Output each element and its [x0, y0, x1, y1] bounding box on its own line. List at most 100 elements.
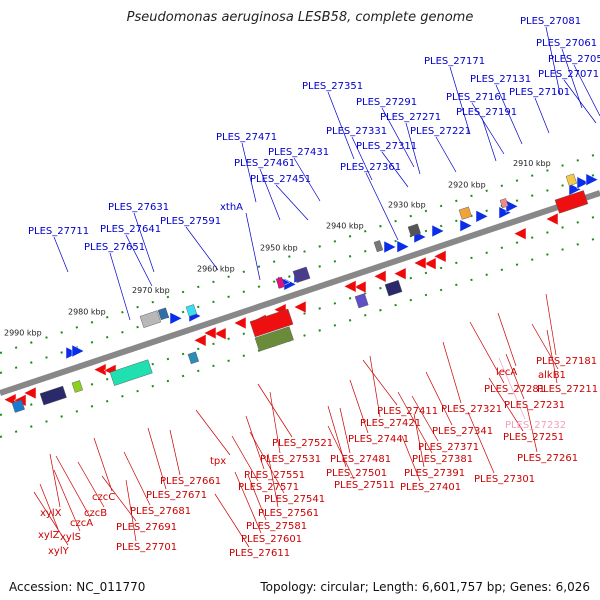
reverse-gene-label: PLES_27521 [272, 438, 333, 449]
reverse-label-leader [55, 455, 91, 518]
reverse-label-leader [123, 451, 151, 506]
reverse-label-leader [195, 409, 231, 456]
forward-label-leader [381, 151, 409, 188]
forward-gene-arrow [585, 173, 599, 187]
forward-label-leader [545, 26, 561, 95]
reverse-gene-label: PLES_27551 [244, 470, 305, 481]
reverse-label-leader [257, 383, 293, 438]
forward-gene-arrow [169, 311, 183, 325]
forward-label-leader [365, 172, 399, 241]
reverse-gene-label: PLES_27531 [260, 454, 321, 465]
reverse-label-leader [425, 371, 453, 426]
reverse-label-leader [498, 357, 526, 420]
forward-gene-arrow [383, 240, 397, 254]
reverse-gene-label: PLES_27281 [484, 384, 545, 395]
forward-label-leader [185, 226, 219, 271]
reverse-label-leader [505, 353, 525, 400]
forward-gene-arrow [396, 240, 410, 254]
forward-gene-arrow [459, 219, 473, 233]
scale-tick-label: 2950 kbp [260, 243, 298, 252]
reverse-gene-label: PLES_27691 [116, 522, 177, 533]
reverse-label-leader [169, 429, 181, 476]
forward-gene-label: PLES_27071 [538, 69, 599, 80]
reverse-gene-arrow [393, 267, 407, 281]
reverse-gene-block [554, 190, 589, 214]
reverse-gene-label: PLES_27371 [418, 442, 479, 453]
forward-gene-label: PLES_27331 [326, 126, 387, 137]
reverse-label-leader [531, 323, 559, 370]
reverse-gene-label: xylY [48, 546, 70, 557]
forward-label-leader [435, 136, 457, 173]
forward-gene-label: PLES_27641 [100, 224, 161, 235]
reverse-gene-block [187, 351, 200, 365]
reverse-gene-block [11, 399, 25, 413]
forward-gene-label: PLES_27221 [410, 126, 471, 137]
reverse-gene-arrow [293, 300, 307, 314]
forward-gene-label: PLES_27171 [424, 56, 485, 67]
reverse-gene-arrow [203, 326, 217, 340]
reverse-label-leader [93, 437, 113, 492]
map-title: Pseudomonas aeruginosa LESB58, complete … [126, 10, 474, 25]
reverse-gene-label: xylZ [38, 530, 60, 541]
forward-label-leader [351, 136, 373, 181]
reverse-gene-label: PLES_27561 [258, 508, 319, 519]
reverse-gene-label: czcB [84, 508, 107, 519]
reverse-gene-block [249, 308, 294, 338]
reverse-gene-label: PLES_27421 [360, 418, 421, 429]
reverse-gene-block [354, 293, 369, 309]
reverse-gene-label: PLES_27671 [146, 490, 207, 501]
reverse-gene-label: PLES_27661 [160, 476, 221, 487]
reverse-gene-label: PLES_27481 [330, 454, 391, 465]
forward-gene-label: PLES_27081 [520, 16, 581, 27]
forward-gene-block [373, 240, 384, 253]
reverse-gene-arrow [23, 386, 37, 400]
reverse-label-leader [339, 407, 351, 454]
reverse-label-leader [49, 453, 61, 508]
reverse-gene-label: PLES_27321 [441, 404, 502, 415]
reverse-label-leader [349, 379, 369, 434]
forward-label-leader [563, 79, 597, 124]
reverse-gene-label: lecA [496, 367, 517, 378]
reverse-label-leader [231, 435, 259, 482]
reverse-label-leader [497, 312, 517, 367]
forward-label-leader [327, 91, 355, 160]
forward-gene-block [292, 266, 311, 283]
reverse-gene-label: PLES_27381 [412, 454, 473, 465]
reverse-gene-label: xylX [40, 508, 62, 519]
forward-gene-label: PLES_27461 [234, 158, 295, 169]
reverse-label-leader [545, 293, 557, 356]
forward-label-leader [534, 97, 550, 134]
forward-label-leader [573, 64, 600, 117]
accession-text: Accession: NC_011770 [9, 580, 146, 594]
reverse-gene-block [39, 385, 67, 406]
forward-gene-label: PLES_27051 [548, 54, 600, 65]
scale-tick-label: 2910 kbp [513, 159, 551, 168]
reverse-gene-arrow [373, 269, 387, 283]
reverse-label-leader [362, 359, 398, 406]
reverse-gene-label: PLES_27611 [229, 548, 290, 559]
reverse-label-leader [247, 474, 267, 521]
forward-label-leader [405, 122, 421, 175]
reverse-label-leader [442, 341, 462, 404]
reverse-label-leader [469, 321, 505, 384]
forward-gene-label: PLES_27271 [380, 112, 441, 123]
reverse-label-leader [214, 493, 250, 548]
reverse-gene-arrow [193, 333, 207, 347]
scale-tick-label: 2960 kbp [197, 264, 235, 273]
scale-tick-label: 2990 kbp [4, 329, 42, 338]
reverse-gene-arrow [413, 256, 427, 270]
reverse-gene-label: PLES_27261 [517, 453, 578, 464]
reverse-gene-label: PLES_27251 [503, 432, 564, 443]
reverse-gene-arrow [545, 212, 559, 226]
reverse-label-leader [526, 406, 538, 453]
reverse-gene-label: xylS [60, 532, 81, 543]
forward-label-leader [449, 66, 471, 135]
pseudogene-label: PLES_27232 [505, 420, 566, 431]
reverse-label-leader [33, 491, 69, 546]
forward-gene-arrow [71, 344, 85, 358]
reverse-gene-label: PLES_27391 [404, 468, 465, 479]
forward-gene-arrow [568, 182, 582, 196]
forward-gene-block [458, 206, 472, 220]
reverse-gene-block [384, 279, 403, 297]
